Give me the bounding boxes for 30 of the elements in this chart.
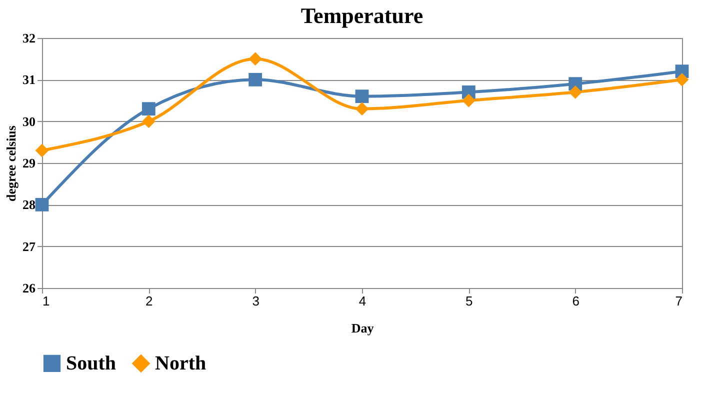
point	[248, 52, 262, 66]
y-tick-label: 27	[22, 238, 36, 254]
x-tick-label: 4	[358, 294, 366, 308]
x-axis-title: Day	[351, 320, 374, 336]
point	[355, 102, 369, 116]
point	[568, 85, 582, 99]
point	[355, 90, 369, 104]
y-tick-label: 29	[22, 156, 36, 170]
chart-title: Temperature	[300, 3, 424, 28]
y-tick-label: 31	[22, 72, 36, 88]
y-tick-label: 26	[22, 280, 36, 296]
y-tick-label: 28	[22, 197, 36, 212]
x-tick-label: 1	[42, 294, 50, 308]
x-tick-label: 6	[572, 294, 580, 308]
y-tick-label: 32	[22, 30, 36, 46]
legend-label: North	[155, 352, 206, 374]
x-tick-label: 3	[252, 294, 260, 308]
legend-label: South	[66, 352, 116, 374]
point	[248, 72, 262, 86]
point	[142, 102, 156, 116]
y-axis-title: degree celsius	[4, 126, 18, 202]
x-tick-label: 7	[675, 294, 682, 308]
x-tick-label: 5	[466, 294, 473, 308]
point	[675, 72, 689, 86]
point	[35, 144, 49, 158]
y-tick-label: 30	[22, 114, 36, 129]
point	[35, 198, 49, 212]
point	[462, 94, 476, 108]
point	[142, 114, 156, 128]
x-tick-label: 2	[146, 294, 153, 308]
